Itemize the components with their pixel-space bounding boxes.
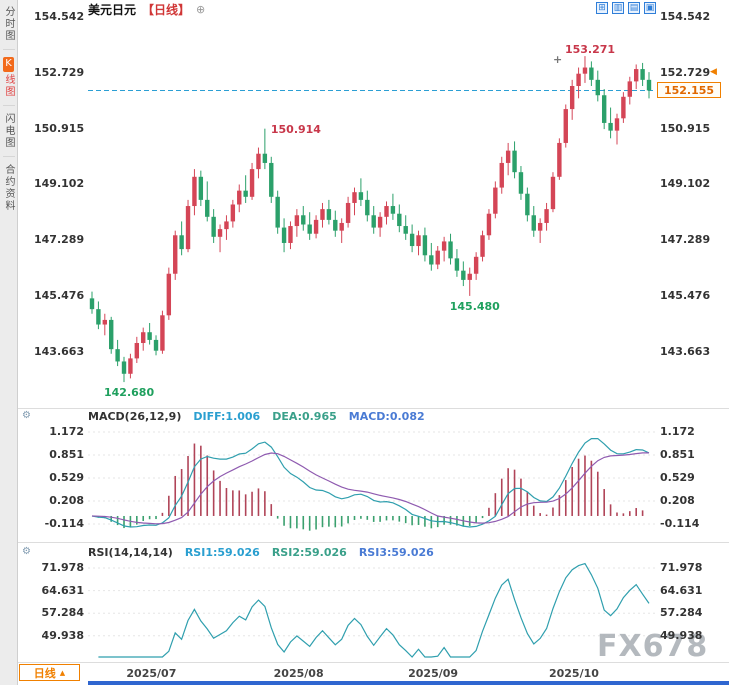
candlestick-chart-canvas[interactable]: [88, 10, 655, 408]
bottom-scrollbar[interactable]: [88, 681, 729, 685]
rsi-title: RSI(14,14,14): [88, 546, 173, 559]
price-annotation: 153.271: [564, 43, 616, 57]
macd-dea-value: DEA:0.965: [272, 410, 337, 423]
price-axis-label-left: 143.663: [34, 344, 85, 358]
grid-layout-icon[interactable]: ⊞: [596, 2, 608, 14]
sidebar-item-contract-info[interactable]: 合约资料: [3, 164, 14, 212]
price-axis-label-right: 143.663: [660, 344, 711, 358]
rsi-axis-label-right: 64.631: [660, 583, 703, 597]
period-tag: 【日线】: [142, 3, 191, 17]
add-indicator-icon[interactable]: ⊕: [196, 3, 206, 16]
latest-price-arrow-icon[interactable]: ◀: [710, 66, 717, 77]
macd-settings-icon[interactable]: ⚙: [22, 410, 31, 421]
x-axis-label: 2025/09: [408, 667, 459, 680]
rsi1-value: RSI1:59.026: [184, 546, 260, 559]
sidebar-divider: [2, 156, 15, 157]
macd-axis-label-left: 0.529: [49, 471, 84, 484]
x-axis-label: 2025/10: [548, 667, 599, 680]
sidebar-divider: [2, 105, 15, 106]
rsi-header: RSI(14,14,14) RSI1:59.026 RSI2:59.026 RS…: [88, 546, 434, 559]
macd-axis-label-right: 0.208: [660, 494, 695, 507]
macd-diff-value: DIFF:1.006: [193, 410, 261, 423]
rsi-axis-label-left: 71.978: [41, 561, 84, 574]
price-axis-label-left: 149.102: [34, 177, 85, 191]
price-axis-label-left: 152.729: [34, 65, 85, 79]
price-axis-label-right: 149.102: [660, 177, 711, 191]
macd-title: MACD(26,12,9): [88, 410, 182, 423]
candlestick-chart-icon[interactable]: ▣: [644, 2, 656, 14]
rsi-axis-label-left: 64.631: [41, 583, 84, 597]
chart-header: 美元日元 【日线】 ⊕: [88, 1, 205, 18]
rsi3-value: RSI3:59.026: [358, 546, 434, 559]
price-axis-label-right: 154.542: [660, 10, 711, 23]
chart-toolbar: ⊞ ▥ ▤ ▣: [596, 2, 656, 14]
rsi-axis-label-left: 57.284: [41, 606, 84, 620]
price-axis-label-left: 147.289: [34, 233, 85, 247]
macd-axis-label-left: 1.172: [49, 425, 84, 438]
price-annotation: 145.480: [449, 299, 500, 313]
macd-bar-value: MACD:0.082: [348, 410, 425, 423]
peak-marker-cross: +: [552, 53, 563, 67]
price-axis-label-right: 145.476: [660, 289, 711, 302]
rsi-settings-icon[interactable]: ⚙: [22, 546, 31, 557]
sidebar-divider: [2, 49, 15, 50]
sidebar-item-kline-chart[interactable]: K线图: [3, 57, 14, 98]
sidebar-item-timeshare-chart[interactable]: 分时图: [3, 6, 14, 42]
rsi-chart-canvas[interactable]: [88, 560, 655, 660]
current-price-label: 152.155: [657, 82, 721, 99]
macd-axis-label-left: 0.208: [49, 494, 84, 507]
macd-axis-label-right: 0.851: [660, 448, 695, 461]
line-chart-icon[interactable]: ▤: [628, 2, 640, 14]
kline-badge: K: [3, 57, 14, 72]
panel-divider: [18, 662, 729, 663]
macd-axis-label-left: -0.114: [44, 517, 84, 530]
price-axis-label-left: 154.542: [34, 10, 85, 23]
period-selector[interactable]: 日线 ▲: [19, 664, 80, 681]
x-axis-label: 2025/07: [126, 667, 177, 680]
symbol-title: 美元日元: [88, 3, 137, 17]
price-annotation: 142.680: [104, 386, 155, 400]
rsi-axis-label-left: 49.938: [41, 628, 84, 642]
macd-axis-label-left: 0.851: [49, 448, 84, 461]
price-axis-label-left: 145.476: [34, 289, 85, 302]
macd-header: MACD(26,12,9) DIFF:1.006 DEA:0.965 MACD:…: [88, 410, 425, 423]
rsi-axis-label-right: 49.938: [660, 628, 703, 642]
price-annotation: 150.914: [270, 122, 321, 136]
left-sidebar: 分时图 K线图闪电图合约资料: [0, 0, 18, 685]
price-axis-label-right: 150.915: [660, 121, 711, 135]
macd-axis-label-right: 1.172: [660, 425, 695, 438]
rsi-axis-label-right: 57.284: [660, 606, 703, 620]
panel-divider: [18, 542, 729, 543]
macd-axis-label-right: -0.114: [660, 517, 700, 530]
pane-layout-icon[interactable]: ▥: [612, 2, 624, 14]
price-axis-label-left: 150.915: [34, 121, 85, 135]
macd-axis-label-right: 0.529: [660, 471, 695, 484]
period-label: 日线: [33, 666, 56, 680]
price-axis-label-right: 147.289: [660, 233, 711, 247]
panel-divider: [18, 408, 729, 409]
x-axis-label: 2025/08: [273, 667, 324, 680]
sidebar-item-lightning-chart[interactable]: 闪电图: [3, 113, 14, 149]
rsi2-value: RSI2:59.026: [271, 546, 347, 559]
rsi-axis-label-right: 71.978: [660, 561, 703, 574]
price-axis-label-right: 152.729: [660, 65, 711, 79]
macd-chart-canvas[interactable]: [88, 425, 655, 535]
dropdown-arrow-icon: ▲: [59, 668, 66, 677]
